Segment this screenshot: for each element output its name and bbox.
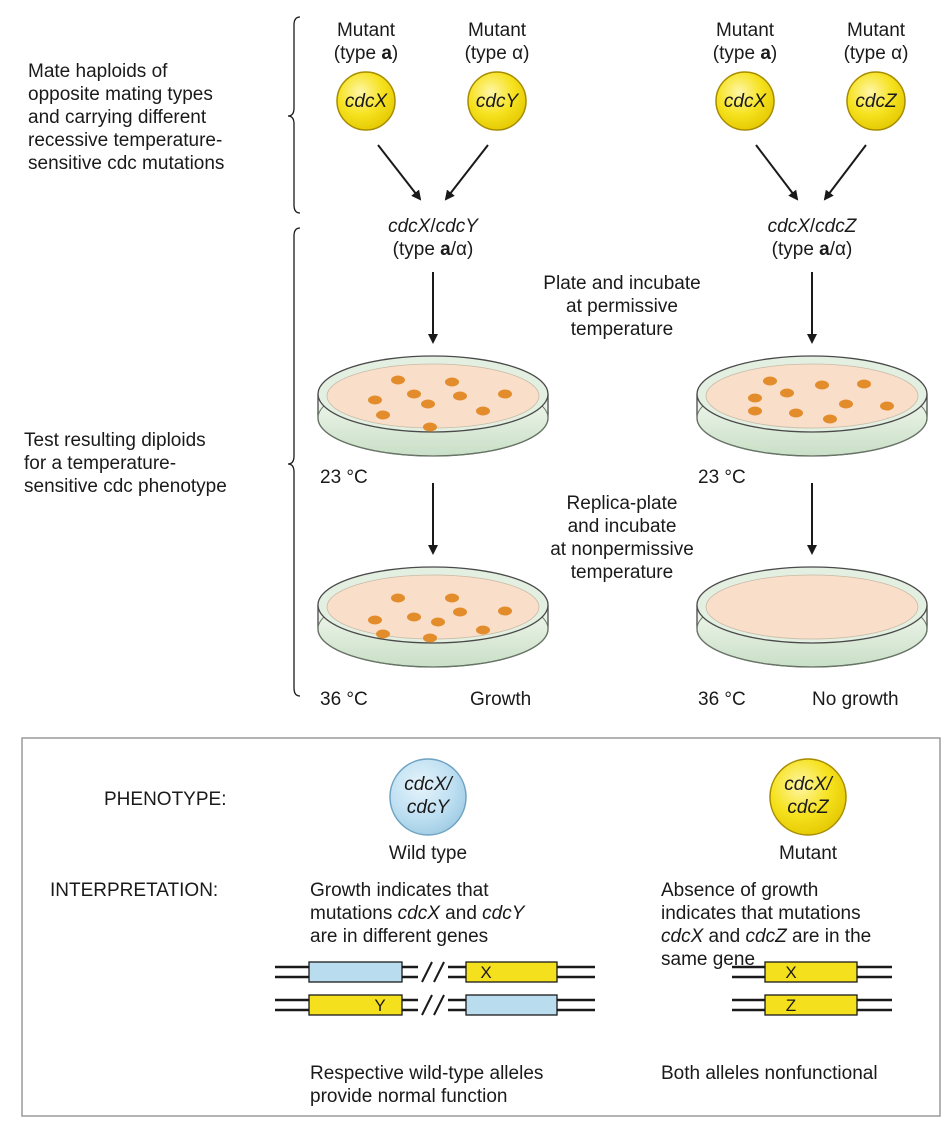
- parent-circle-cdcY: [467, 71, 527, 131]
- phenotype-circle-mutant: [769, 758, 847, 836]
- test-label-line: Test resulting diploids: [24, 430, 206, 451]
- caption-right: Both alleles nonfunctional: [661, 1062, 878, 1085]
- result-growth: Growth: [470, 689, 532, 710]
- arrow-mate-left-2: [444, 144, 489, 201]
- brace-mate: [287, 16, 301, 214]
- interp-line: are in different genes: [310, 926, 489, 947]
- phenotype-circle-wild-type: [389, 758, 467, 836]
- circle-text-line: cdcX/: [404, 774, 452, 795]
- diploid-label-right: cdcX/cdcZ (type a/α): [732, 215, 892, 261]
- phenotype-circle-text-right: cdcX/ cdcZ: [768, 773, 848, 819]
- phenotype-mutant: Mutant: [778, 843, 838, 864]
- mate-label-line: recessive temperature-: [28, 130, 223, 151]
- allele-label-z-right: Z: [785, 996, 797, 1015]
- arrow-mate-right-1: [755, 144, 799, 201]
- parent-type-text: (type a): [333, 43, 399, 64]
- interp-line: Growth indicates that: [310, 880, 489, 901]
- caption-line: provide normal function: [310, 1086, 508, 1107]
- parent-type-text: (type α): [843, 43, 909, 64]
- parent-circle-cdcZ: [846, 71, 906, 131]
- phenotype-circle-text-left: cdcX/ cdcY: [388, 773, 468, 819]
- caption-left: Respective wild-type alleles provide nor…: [310, 1062, 543, 1108]
- caption-line: Respective wild-type alleles: [310, 1063, 544, 1084]
- mate-label-line: Mate haploids of: [28, 61, 168, 82]
- allele-label-y-left: Y: [374, 996, 386, 1015]
- arrow-mate-left-1: [377, 144, 422, 201]
- replica-label-line: Replica-plate: [566, 493, 678, 514]
- mate-label-line: and carrying different: [28, 107, 207, 128]
- interpretation-left: Growth indicates that mutations cdcX and…: [310, 879, 524, 948]
- gene-cdcX-right: cdcX: [723, 91, 767, 112]
- test-label: Test resulting diploids for a temperatur…: [24, 429, 227, 498]
- plate-label-line: at permissive: [566, 296, 678, 317]
- arrow-mate-right-2: [823, 144, 867, 201]
- mate-label: Mate haploids of opposite mating types a…: [28, 60, 224, 175]
- diploid-type: (type a/α): [392, 239, 474, 260]
- replica-label-line: temperature: [570, 562, 674, 583]
- plate-label-line: temperature: [570, 319, 674, 340]
- test-label-line: sensitive cdc phenotype: [24, 476, 227, 497]
- interp-line: mutations cdcX and cdcY: [310, 903, 525, 924]
- gene-cdcY: cdcY: [475, 91, 519, 112]
- parent-type-text: (type a): [712, 43, 778, 64]
- interpretation-right: Absence of growth indicates that mutatio…: [661, 879, 871, 971]
- mate-label-line: sensitive cdc mutations: [28, 153, 225, 174]
- circle-text-line: cdcZ: [787, 797, 829, 818]
- replica-plate-label: Replica-plate and incubate at nonpermiss…: [512, 492, 732, 584]
- interpretation-label: INTERPRETATION:: [50, 880, 219, 901]
- circle-text-line: cdcX/: [784, 774, 832, 795]
- temp-right-23c: 23 °C: [698, 467, 746, 488]
- allele-label-x-left: X: [480, 963, 492, 982]
- interp-line: cdcX and cdcZ are in the: [661, 926, 872, 947]
- parent-label-3: Mutant (type a): [695, 19, 795, 65]
- circle-text-line: cdcY: [406, 797, 450, 818]
- replica-label-line: at nonpermissive: [550, 539, 694, 560]
- plate-incubate-label: Plate and incubate at permissive tempera…: [512, 272, 732, 341]
- test-label-line: for a temperature-: [24, 453, 177, 474]
- allele-label-x-right: X: [785, 963, 797, 982]
- interp-line: indicates that mutations: [661, 903, 861, 924]
- colonies-right-23c: [748, 376, 894, 424]
- parent-mutant-text: Mutant: [336, 20, 396, 41]
- allele-diagram-left: [275, 960, 595, 1016]
- replica-label-line: and incubate: [567, 516, 677, 537]
- parent-mutant-text: Mutant: [846, 20, 906, 41]
- allele-diagram-right: [732, 961, 892, 1016]
- colonies-left-36c: [368, 593, 512, 643]
- result-no-growth: No growth: [812, 689, 899, 710]
- parent-circle-cdcX-right: [715, 71, 775, 131]
- parent-label-4: Mutant (type α): [826, 19, 926, 65]
- colonies-left-23c: [368, 375, 512, 432]
- gene-cdcZ: cdcZ: [855, 91, 897, 112]
- temp-right-36c: 36 °C: [698, 689, 746, 710]
- interp-line: same gene: [661, 949, 756, 970]
- parent-label-2: Mutant (type α): [447, 19, 547, 65]
- parent-circle-cdcX-left: [336, 71, 396, 131]
- parent-type-text: (type α): [464, 43, 530, 64]
- parent-mutant-text: Mutant: [467, 20, 527, 41]
- temp-left-23c: 23 °C: [320, 467, 368, 488]
- diploid-genotype: cdcX/cdcY: [388, 216, 478, 237]
- caption-line: Both alleles nonfunctional: [661, 1063, 878, 1084]
- parent-label-1: Mutant (type a): [316, 19, 416, 65]
- brace-test: [287, 227, 301, 697]
- temp-left-36c: 36 °C: [320, 689, 368, 710]
- diploid-genotype: cdcX/cdcZ: [767, 216, 857, 237]
- phenotype-wild-type: Wild type: [388, 843, 468, 864]
- plate-label-line: Plate and incubate: [543, 273, 701, 294]
- gene-cdcX-left: cdcX: [344, 91, 388, 112]
- petri-dish-right-36c: [696, 566, 928, 668]
- diploid-type: (type a/α): [771, 239, 853, 260]
- diploid-label-left: cdcX/cdcY (type a/α): [353, 215, 513, 261]
- phenotype-label: PHENOTYPE:: [104, 789, 227, 810]
- mate-label-line: opposite mating types: [28, 84, 213, 105]
- interp-line: Absence of growth: [661, 880, 819, 901]
- parent-mutant-text: Mutant: [715, 20, 775, 41]
